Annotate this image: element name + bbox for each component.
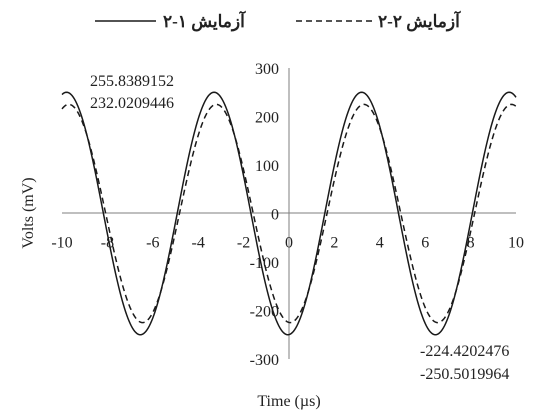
y-tick-label: 0 [271, 207, 279, 224]
series-line-2 [61, 103, 517, 324]
series-layer [61, 91, 517, 336]
series-line-1 [61, 91, 517, 336]
x-axis-title: Time (µs) [257, 393, 320, 410]
y-tick-label: 200 [255, 110, 279, 127]
y-axis-title: Volts (mV) [20, 177, 37, 248]
legend-label-series-1: آزمایش ۱-۲ [163, 10, 246, 32]
annotation-max-series-1: 255.8389152 [90, 73, 174, 90]
y-tick-label: -100 [250, 255, 279, 272]
x-tick-labels: -10 -8 -6 -4 -2 0 2 4 6 8 10 [51, 235, 524, 252]
y-tick-label: 300 [255, 61, 279, 78]
annotation-max-series-2: 232.0209446 [90, 95, 174, 112]
annotation-min-series-1: -250.5019964 [420, 366, 509, 383]
x-tick-label: -10 [51, 235, 72, 252]
x-tick-label: -6 [146, 235, 159, 252]
x-tick-label: -2 [237, 235, 250, 252]
annotation-min-series-2: -224.4202476 [420, 343, 509, 360]
x-tick-label: 10 [508, 235, 524, 252]
x-tick-label: 2 [330, 235, 338, 252]
x-tick-label: 4 [376, 235, 384, 252]
y-tick-label: -300 [250, 352, 279, 369]
x-tick-label: 0 [285, 235, 293, 252]
x-tick-label: 6 [421, 235, 429, 252]
legend-label-series-2: آزمایش ۲-۲ [378, 10, 461, 32]
x-tick-label: -4 [192, 235, 205, 252]
y-tick-label: 100 [255, 158, 279, 175]
legend: آزمایش ۱-۲ آزمایش ۲-۲ [95, 10, 461, 32]
x-tick-label: 8 [467, 235, 475, 252]
